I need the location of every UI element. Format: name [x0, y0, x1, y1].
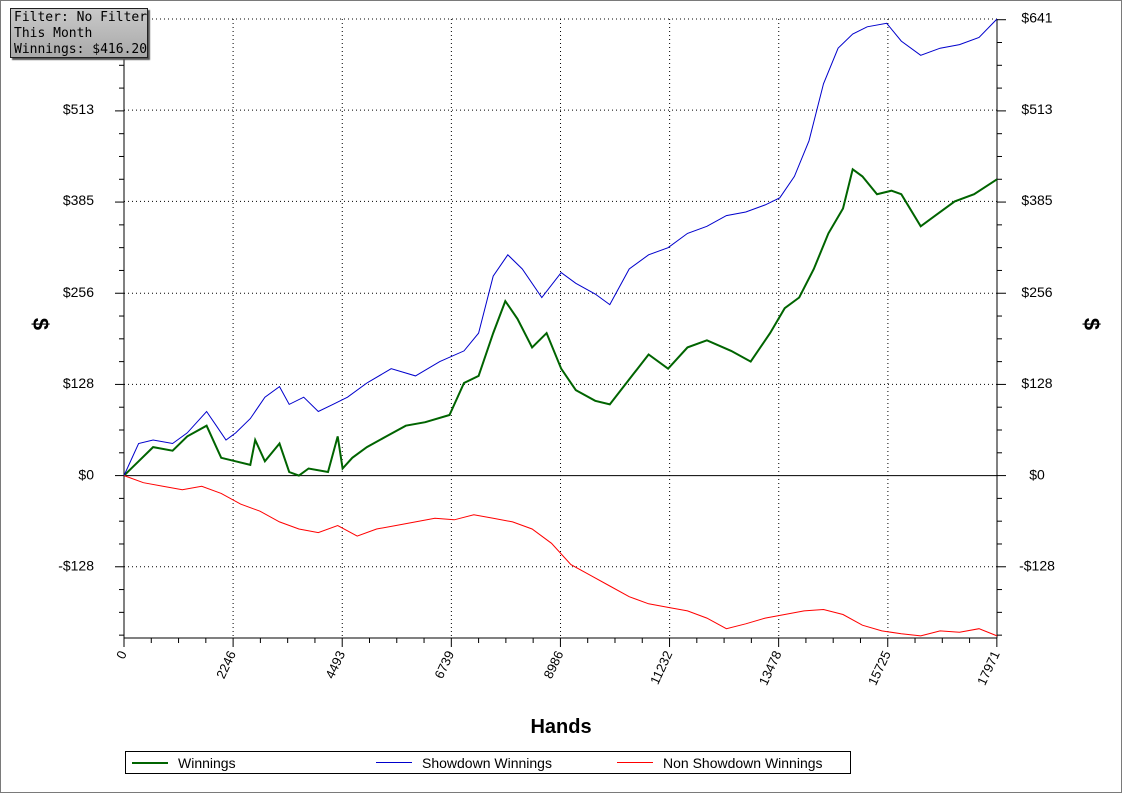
y-tick-label-right: -$128 — [1019, 557, 1055, 573]
legend-label-non-showdown: Non Showdown Winnings — [663, 755, 823, 771]
series-line-non-showdown-winnings — [123, 475, 998, 637]
x-tick-label: 0 — [113, 648, 130, 661]
legend-label-showdown: Showdown Winnings — [422, 755, 552, 771]
x-tick-label: 8986 — [541, 648, 567, 681]
axes: 0 2246 4493 6739 8986 11232 13478 15725 17971 $64… — [58, 10, 1055, 688]
legend-label-winnings: Winnings — [178, 755, 236, 771]
legend-swatch-showdown — [376, 762, 412, 763]
filter-info-box: Filter: No Filter This Month Winnings: $… — [10, 8, 148, 58]
winnings-text: Winnings: $416.20 — [14, 42, 148, 57]
filter-text: Filter: No Filter — [14, 10, 148, 25]
y-tick-label-right: $385 — [1021, 192, 1052, 208]
x-axis-title: Hands — [530, 716, 591, 738]
x-tick-label: 4493 — [322, 648, 348, 681]
series-lines — [123, 18, 998, 637]
grid-lines — [124, 18, 997, 638]
y-tick-label-left: $513 — [63, 101, 94, 117]
legend-swatch-non-showdown — [617, 762, 653, 763]
y-tick-label-right: $0 — [1029, 466, 1045, 482]
legend-swatch-winnings — [132, 762, 168, 764]
y-tick-label-left: $385 — [63, 192, 94, 208]
series-line-showdown-winnings — [123, 18, 998, 476]
y-tick-label-left: $256 — [63, 284, 94, 300]
y-axis-title-left: $ — [28, 318, 53, 330]
series-line-winnings — [123, 167, 998, 477]
x-tick-label: 13478 — [756, 648, 785, 687]
y-tick-label-left: $0 — [78, 466, 94, 482]
x-tick-label: 17971 — [974, 648, 1003, 687]
y-axis-title-right: $ — [1079, 318, 1104, 330]
y-tick-label-left: $128 — [63, 375, 94, 391]
y-tick-label-right: $256 — [1021, 284, 1052, 300]
y-tick-label-right: $641 — [1021, 10, 1052, 26]
period-text: This Month — [14, 26, 93, 41]
x-tick-label: 6739 — [431, 648, 457, 681]
legend: Winnings Showdown Winnings Non Showdown … — [125, 751, 851, 774]
x-tick-label: 2246 — [213, 648, 239, 681]
x-tick-label: 11232 — [647, 648, 675, 686]
y-tick-label-left: -$128 — [58, 557, 94, 573]
y-tick-label-right: $513 — [1021, 101, 1052, 117]
y-tick-label-right: $128 — [1021, 375, 1052, 391]
x-tick-label: 15725 — [865, 648, 894, 687]
